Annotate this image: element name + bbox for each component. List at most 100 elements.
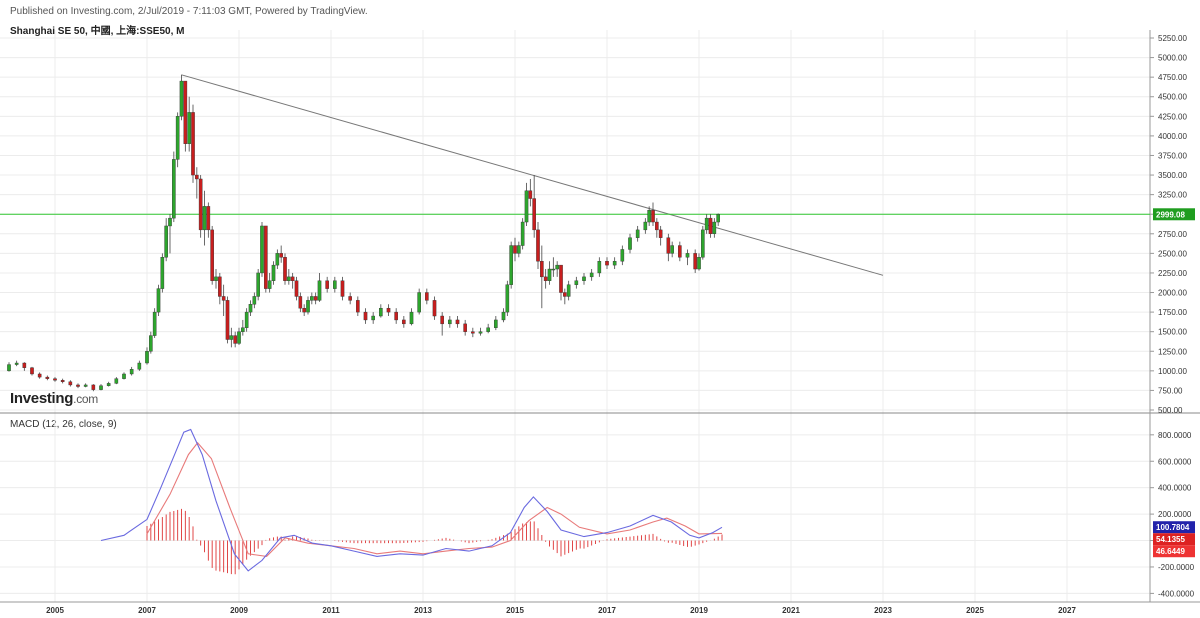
candle-down xyxy=(536,229,540,262)
candle-up xyxy=(187,112,191,144)
candle-down xyxy=(678,245,682,258)
candle-down xyxy=(340,280,345,297)
candles xyxy=(7,74,720,392)
candle-up xyxy=(156,288,161,313)
candle-up xyxy=(7,364,11,372)
candle-up xyxy=(379,307,383,317)
candle-down xyxy=(206,206,211,231)
candle-up xyxy=(597,261,602,274)
candle-up xyxy=(271,264,276,281)
candle-up xyxy=(501,311,506,321)
investing-logo: Investing.com xyxy=(10,390,98,407)
candle-up xyxy=(333,280,337,289)
candle-up xyxy=(612,261,617,266)
y-tick-label: 750.00 xyxy=(1158,386,1183,395)
macd-line xyxy=(100,428,723,572)
candle-up xyxy=(409,311,414,325)
candle-up xyxy=(106,383,111,386)
x-tick-label: 2027 xyxy=(1058,606,1076,615)
candle-up xyxy=(252,296,257,305)
candle-up xyxy=(716,214,720,223)
candle-down xyxy=(325,280,329,289)
axes: 2005 2007 2009 2011 2013 2015 2017 2019 2021 2023… xyxy=(0,30,1200,615)
grid xyxy=(0,30,1150,602)
candle-down xyxy=(463,323,467,332)
x-tick-label: 2021 xyxy=(782,606,800,615)
y-tick-label: 3750.00 xyxy=(1158,151,1187,160)
candle-down xyxy=(532,198,536,231)
candle-down xyxy=(386,307,391,313)
candle-up xyxy=(417,292,421,313)
candle-down xyxy=(233,335,237,344)
candle-down xyxy=(528,190,533,199)
candle-down xyxy=(210,229,214,281)
chart-title: Shanghai SE 50, 中國, 上海:SSE50, M xyxy=(10,26,185,37)
candle-up xyxy=(83,384,88,387)
candle-down xyxy=(348,296,352,301)
candle-down xyxy=(290,276,295,281)
macd-panel xyxy=(100,428,723,575)
value-tags: 2999.08 100.7804 54.1355 46.6449 xyxy=(1153,208,1195,558)
candle-up xyxy=(229,335,234,340)
candle-up xyxy=(160,257,165,289)
macd-y-tick-label: 600.0000 xyxy=(1158,457,1192,466)
macd-title: MACD (12, 26, close, 9) xyxy=(10,419,117,430)
candle-up xyxy=(310,296,314,301)
y-tick-label: 4000.00 xyxy=(1158,132,1187,141)
candle-up xyxy=(175,116,180,160)
candle-down xyxy=(37,373,42,378)
candle-down xyxy=(60,380,65,383)
x-tick-label: 2025 xyxy=(966,606,984,615)
candle-up xyxy=(697,257,701,270)
macd-y-tick-label: -400.0000 xyxy=(1158,589,1195,598)
candle-down xyxy=(30,367,34,375)
signal-line xyxy=(146,441,723,557)
candle-up xyxy=(99,385,103,390)
candle-up xyxy=(267,280,272,289)
candle-down xyxy=(283,257,287,281)
candle-down xyxy=(402,319,406,325)
signal-value-tag: 54.1355 xyxy=(1156,535,1185,544)
candle-down xyxy=(559,264,563,293)
y-tick-label: 4750.00 xyxy=(1158,73,1187,82)
candle-down xyxy=(195,174,199,180)
y-tick-label: 5250.00 xyxy=(1158,34,1187,43)
y-tick-label: 5000.00 xyxy=(1158,54,1187,63)
candle-up xyxy=(237,331,241,344)
candle-down xyxy=(363,311,368,321)
candle-up xyxy=(505,284,510,313)
candle-down xyxy=(394,311,398,321)
candle-up xyxy=(137,362,142,370)
x-tick-label: 2013 xyxy=(414,606,432,615)
candle-up xyxy=(256,272,260,297)
last-price-tag: 2999.08 xyxy=(1156,210,1185,219)
y-tick-label: 4250.00 xyxy=(1158,112,1187,121)
x-tick-label: 2015 xyxy=(506,606,524,615)
candle-down xyxy=(513,245,517,254)
candle-up xyxy=(244,311,249,328)
candle-down xyxy=(68,381,73,386)
candle-down xyxy=(221,296,226,301)
candle-up xyxy=(704,217,709,231)
x-tick-label: 2011 xyxy=(322,606,340,615)
candle-up xyxy=(448,319,452,325)
histogram-value-tag-bg xyxy=(1153,545,1195,558)
trendline-segment xyxy=(181,74,884,276)
candle-up xyxy=(122,373,126,379)
candle-down xyxy=(693,253,697,270)
macd-value-tag-bg xyxy=(1153,521,1195,534)
candle-down xyxy=(432,300,437,317)
y-tick-label: 2500.00 xyxy=(1158,249,1187,258)
candle-down xyxy=(294,280,299,297)
candle-up xyxy=(287,276,291,281)
candle-up xyxy=(202,206,207,231)
candle-up xyxy=(643,221,648,231)
candle-up xyxy=(520,221,525,246)
x-tick-label: 2017 xyxy=(598,606,616,615)
candle-up xyxy=(555,264,559,270)
candle-down xyxy=(279,253,283,258)
candle-up xyxy=(620,249,625,262)
candle-down xyxy=(563,292,567,297)
candle-up xyxy=(701,229,705,258)
